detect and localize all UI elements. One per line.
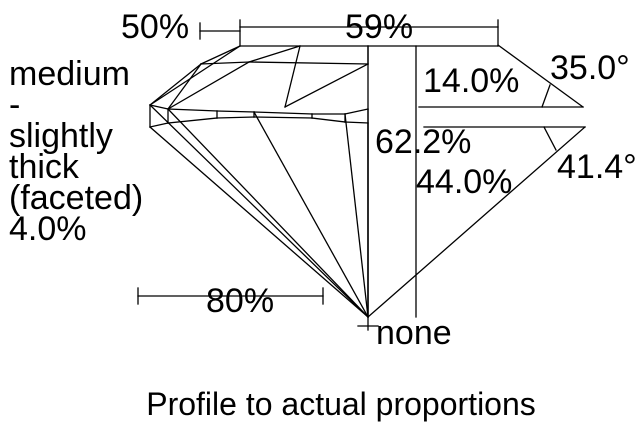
svg-text:41.4°: 41.4° xyxy=(557,148,637,186)
svg-text:50%: 50% xyxy=(121,8,189,46)
svg-text:4.0%: 4.0% xyxy=(9,210,87,248)
svg-text:Profile to actual proportions: Profile to actual proportions xyxy=(146,386,536,422)
svg-text:35.0°: 35.0° xyxy=(550,49,630,87)
svg-text:14.0%: 14.0% xyxy=(423,62,519,100)
svg-text:59%: 59% xyxy=(345,8,413,46)
svg-text:62.2%: 62.2% xyxy=(375,123,471,161)
svg-text:none: none xyxy=(376,314,452,352)
svg-text:44.0%: 44.0% xyxy=(416,163,512,201)
svg-text:80%: 80% xyxy=(206,282,274,320)
svg-text:medium: medium xyxy=(9,55,130,93)
